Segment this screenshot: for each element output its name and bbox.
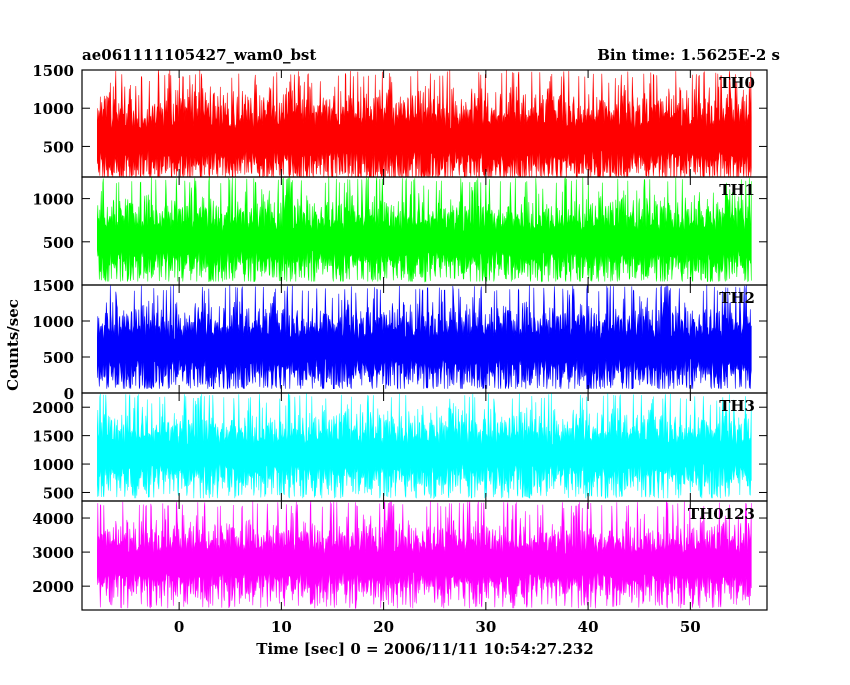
panel-th0: 500 1000 1500 TH0 [32, 62, 768, 179]
panel-frame-th0123 [81, 500, 768, 611]
y-tick-label: 0 [64, 277, 74, 295]
panel-th2: 0 500 1000 1500 TH2 [32, 277, 768, 403]
panels-layer: 50010001500TH005001000TH1050010001500TH2… [32, 62, 768, 636]
y-tick-label: 4000 [32, 510, 74, 528]
series-th3 [97, 392, 752, 500]
y-tick-label: 1000 [32, 313, 74, 331]
y-tick-label: 500 [43, 138, 74, 156]
series-th2 [97, 285, 752, 390]
y-tick-label: 3000 [32, 544, 74, 562]
chart-title: ae061111105427_wam0_bst [82, 46, 316, 64]
x-tick-label: 10 [271, 618, 292, 636]
y-tick-label: 1000 [32, 191, 74, 209]
y-tick-label: 1000 [32, 100, 74, 118]
x-tick-label: 40 [578, 618, 599, 636]
y-tick-label: 500 [43, 484, 74, 502]
panel-label-th0: TH0 [719, 74, 755, 92]
panel-th1: 0 500 1000 TH1 [32, 176, 768, 295]
series-th1 [97, 176, 752, 283]
series-th0 [97, 69, 752, 179]
panel-label-th2: TH2 [719, 289, 755, 307]
y-axis-label: Counts/sec [4, 299, 22, 391]
y-tick-label: 1500 [32, 428, 74, 446]
y-tick-label: 2000 [32, 578, 74, 596]
y-tick-label: 2000 [32, 399, 74, 417]
y-tick-label: 1500 [32, 62, 74, 80]
y-tick-label: 500 [43, 349, 74, 367]
x-tick-label: 50 [680, 618, 701, 636]
y-tick-label: 1500 [32, 277, 74, 295]
panel-label-th3: TH3 [719, 397, 755, 415]
panel-th0123: 2000 3000 4000 TH0123 [32, 500, 768, 611]
panel-label-th0123: TH0123 [688, 505, 755, 523]
x-tick-label: 20 [373, 618, 394, 636]
y-tick-label: 1000 [32, 456, 74, 474]
y-tick-label: 0 [64, 385, 74, 403]
x-tick-label: 0 [174, 618, 184, 636]
y-tick-label: 500 [43, 234, 74, 252]
x-tick-label: 30 [475, 618, 496, 636]
panel-th3: 500 1000 1500 2000 TH3 [32, 392, 768, 502]
panel-label-th1: TH1 [719, 181, 755, 199]
bin-time-label: Bin time: 1.5625E-2 s [597, 46, 780, 64]
series-th0123 [97, 500, 752, 609]
x-axis-label: Time [sec] 0 = 2006/11/11 10:54:27.232 [256, 640, 593, 658]
